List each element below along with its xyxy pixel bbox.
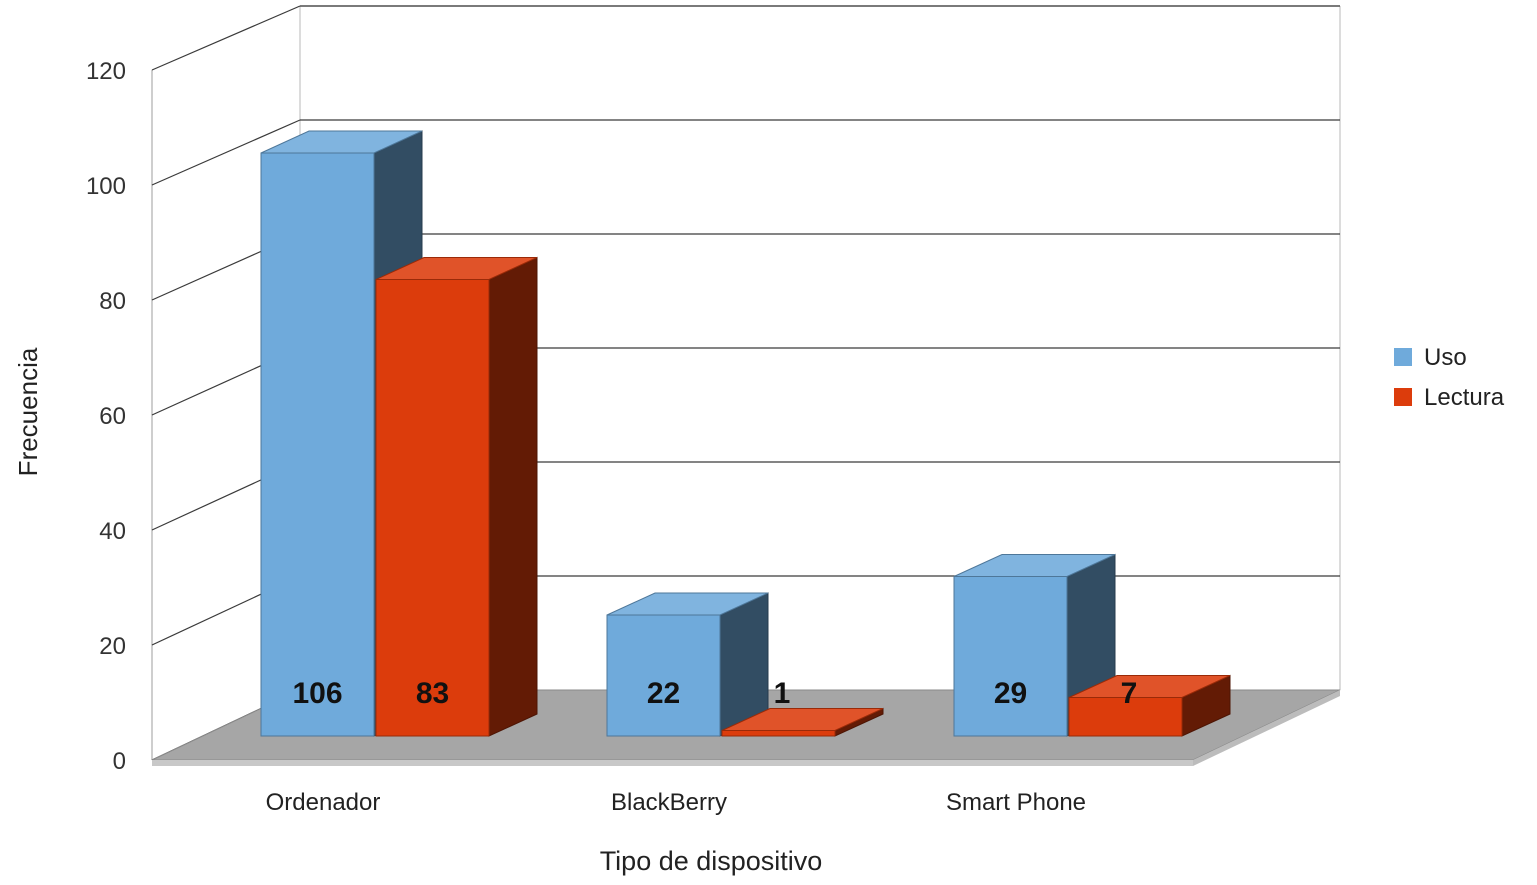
y-tick-label: 80 [99,288,126,315]
bars-layer [260,130,1231,737]
bar-uso-blackberry [606,592,769,737]
data-label: 22 [647,677,680,710]
chart-floor-side-edge [1193,690,1340,766]
x-tick-label: Ordenador [266,789,381,816]
y-tick-label: 20 [99,633,126,660]
bar-front-face [721,730,836,737]
bar-front-face [260,152,375,737]
y-tick-label: 60 [99,403,126,430]
bar-front-face [375,279,490,737]
y-tick-label: 40 [99,518,126,545]
legend-swatch [1394,388,1412,406]
chart-floor-edge [152,760,1193,766]
y-axis-title: Frecuencia [13,347,43,476]
bar-side-face [488,256,538,737]
data-label: 83 [416,677,449,710]
legend: Uso Lectura [1394,344,1505,411]
gridline-side [151,119,301,186]
legend-swatch [1394,348,1412,366]
x-tick-label: Smart Phone [946,789,1086,816]
labels-layer: 106 83 22 1 29 7 [292,677,1137,710]
y-tick-label: 120 [86,58,126,85]
data-label: 29 [994,677,1027,710]
y-tick-label: 100 [86,173,126,200]
gridline-side [151,5,301,71]
bar-lectura-smart-phone [1068,674,1231,737]
bar-front-face [953,576,1068,737]
x-tick-label: BlackBerry [611,789,727,816]
data-label: 106 [292,677,342,710]
data-label: 7 [1121,677,1138,710]
bar-front-face [606,614,721,737]
bar-lectura-blackberry [721,707,884,737]
y-tick-label: 0 [113,748,126,775]
data-label: 1 [774,677,791,710]
legend-label: Uso [1424,344,1467,371]
bar-front-face [1068,697,1183,737]
axis-layer: 0 20 40 60 80 100 120 Ordenador BlackBerry Smart … [86,58,1086,816]
legend-label: Lectura [1424,384,1505,411]
bar-lectura-ordenador [375,256,538,737]
x-axis-title: Tipo de dispositivo [600,846,823,876]
